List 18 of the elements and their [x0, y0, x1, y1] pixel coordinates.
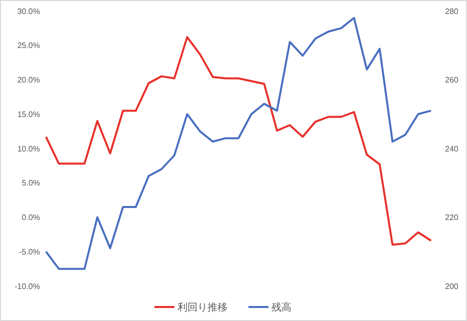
y-tick-label: -10.0%: [14, 282, 40, 291]
line-series: [45, 16, 432, 270]
y-tick-label: 30.0%: [17, 6, 40, 16]
legend-label: 残高: [272, 302, 292, 314]
y2-tick-label: 260: [445, 76, 459, 85]
y-tick-label: -5.0%: [19, 247, 40, 256]
y-tick-label: 15.0%: [17, 110, 40, 119]
y2-tick-label: 200: [445, 282, 459, 291]
legend-label: 利回り推移: [178, 302, 228, 314]
y2-tick-label: 240: [445, 144, 459, 154]
y-tick-label: 20.0%: [17, 76, 40, 85]
y2-tick-label: 280: [445, 6, 459, 16]
y-tick-label: 5.0%: [22, 178, 40, 188]
line-series: [45, 36, 432, 246]
y-tick-label: 25.0%: [17, 41, 40, 50]
y2-tick-label: 220: [445, 213, 459, 222]
y-tick-label: 10.0%: [17, 144, 40, 154]
y-tick-label: 0.0%: [22, 213, 40, 222]
